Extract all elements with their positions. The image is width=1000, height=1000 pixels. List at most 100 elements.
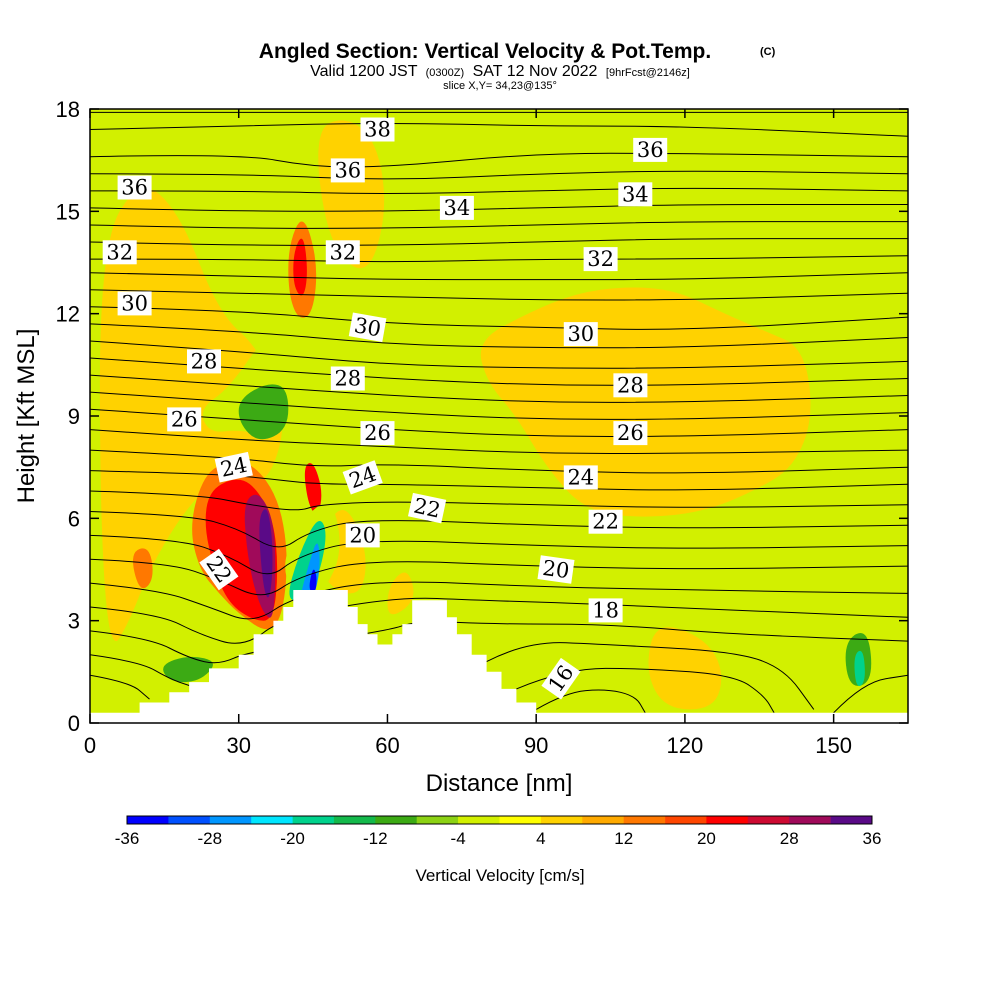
isentrope-21-25 xyxy=(90,581,908,620)
title-copyright: (C) xyxy=(760,46,776,58)
velocity-region-0 xyxy=(318,120,385,269)
colorbar-swatch xyxy=(499,816,542,824)
contour-label-36: 36 xyxy=(330,158,365,183)
valid-time: Valid 1200 JST xyxy=(310,63,418,80)
contour-label-text: 24 xyxy=(218,453,249,482)
contour-label-22: 22 xyxy=(407,492,447,524)
contour-label-22: 22 xyxy=(588,509,623,534)
contour-label-30: 30 xyxy=(117,291,152,316)
colorbar-frame xyxy=(126,815,873,825)
isentrope-35-4 xyxy=(90,187,908,194)
velocity-region-21 xyxy=(854,650,865,687)
contour-label-38: 38 xyxy=(360,117,395,142)
contour-label-20: 20 xyxy=(537,555,575,584)
x-tick-label: 90 xyxy=(524,733,548,758)
valid-utc: (0300Z) xyxy=(426,67,465,79)
terrain xyxy=(90,590,908,723)
contour-label-text: 32 xyxy=(106,240,133,264)
colorbar-swatch xyxy=(830,816,873,824)
colorbar-tick-label: -36 xyxy=(115,829,140,848)
colorbar: -36 -28 -20 -12 -4 4 12 20 28 36 xyxy=(115,815,881,848)
isentrope-26-18 xyxy=(90,429,908,455)
y-tick-label: 6 xyxy=(68,506,80,531)
contour-label-box xyxy=(618,182,653,207)
contour-label-box xyxy=(348,312,387,343)
colorbar-label: Vertical Velocity [cm/s] xyxy=(415,866,584,885)
colorbar-tick-label: -4 xyxy=(451,829,466,848)
contour-label-text: 28 xyxy=(191,349,218,373)
contour-label-box xyxy=(167,407,202,432)
contour-label-text: 20 xyxy=(349,523,376,547)
colorbar-swatch xyxy=(665,816,707,824)
contour-label-box xyxy=(588,509,623,534)
x-axis-label: Distance [nm] xyxy=(426,770,573,797)
x-tick-label: 0 xyxy=(84,733,96,758)
isentrope-32-8 xyxy=(90,255,908,263)
isentrope-20-26 xyxy=(90,597,908,644)
colorbar-tick-label: -12 xyxy=(363,829,388,848)
colorbar-swatch xyxy=(540,816,583,824)
velocity-region-7 xyxy=(132,548,153,589)
isentrope-32-9 xyxy=(90,272,908,281)
contour-label-32: 32 xyxy=(102,240,137,265)
isentrope-27-16 xyxy=(90,391,908,420)
contour-label-box xyxy=(613,421,648,446)
colorbar-tick-label: 4 xyxy=(536,829,545,848)
y-tick-label: 9 xyxy=(68,404,80,429)
contour-label-20: 20 xyxy=(345,523,380,548)
contour-label-text: 32 xyxy=(329,240,356,264)
contour-label-box xyxy=(563,322,598,347)
contour-label-28: 28 xyxy=(187,349,221,374)
contour-label-box xyxy=(117,291,152,316)
contour-label-box xyxy=(360,421,395,446)
contour-label-box xyxy=(541,657,581,700)
x-tick-label: 30 xyxy=(226,733,250,758)
contour-label-32: 32 xyxy=(583,247,618,272)
contour-label-box xyxy=(583,247,618,272)
contour-label-box xyxy=(588,598,623,623)
contour-label-24: 24 xyxy=(563,465,598,490)
colorbar-swatch xyxy=(292,816,335,824)
contour-label-text: 36 xyxy=(334,158,361,182)
velocity-region-25 xyxy=(309,569,317,592)
contour-label-text: 32 xyxy=(587,247,614,271)
contour-label-36: 36 xyxy=(117,175,152,200)
contour-label-text: 22 xyxy=(412,494,443,523)
contour-label-text: 30 xyxy=(121,291,148,315)
contour-label-box xyxy=(439,195,474,220)
contour-label-box xyxy=(214,451,253,483)
isentrope-31-10 xyxy=(90,289,908,301)
colorbar-swatch xyxy=(251,816,293,824)
isentrope-16-32 xyxy=(535,689,646,714)
title-main: Angled Section: Vertical Velocity & Pot.… xyxy=(259,40,711,63)
y-tick-label: 0 xyxy=(68,711,80,736)
isentrope-22-24 xyxy=(90,558,908,596)
y-tick-label: 3 xyxy=(68,609,80,634)
contour-label-box xyxy=(330,158,365,183)
title-slice: slice X,Y= 34,23@135° xyxy=(443,80,557,92)
colorbar-tick-label: -28 xyxy=(198,829,223,848)
velocity-region-9 xyxy=(304,463,322,514)
isentrope-17-30 xyxy=(90,674,150,700)
contour-label-text: 28 xyxy=(334,367,361,391)
contour-label-box xyxy=(342,460,383,495)
contour-label-box xyxy=(613,373,648,398)
contour-label-box xyxy=(117,175,152,200)
isentrope-26-17 xyxy=(90,408,908,438)
contour-label-text: 38 xyxy=(364,118,391,142)
colorbar-swatch xyxy=(789,816,831,824)
isentrope-22-23 xyxy=(90,534,908,575)
isentrope-18-29 xyxy=(486,642,815,710)
contour-label-text: 26 xyxy=(364,421,391,445)
velocity-region-19 xyxy=(163,656,213,683)
velocity-region-13 xyxy=(259,509,273,598)
y-tick-label: 15 xyxy=(56,199,80,224)
isentrope-36-3 xyxy=(90,170,908,180)
isentrope-19-27 xyxy=(90,621,908,664)
colorbar-swatch xyxy=(375,816,417,824)
contour-label-24: 24 xyxy=(214,451,253,483)
potential-temperature-contours xyxy=(90,111,908,714)
contour-label-text: 22 xyxy=(592,510,619,534)
contour-label-26: 26 xyxy=(360,421,395,446)
